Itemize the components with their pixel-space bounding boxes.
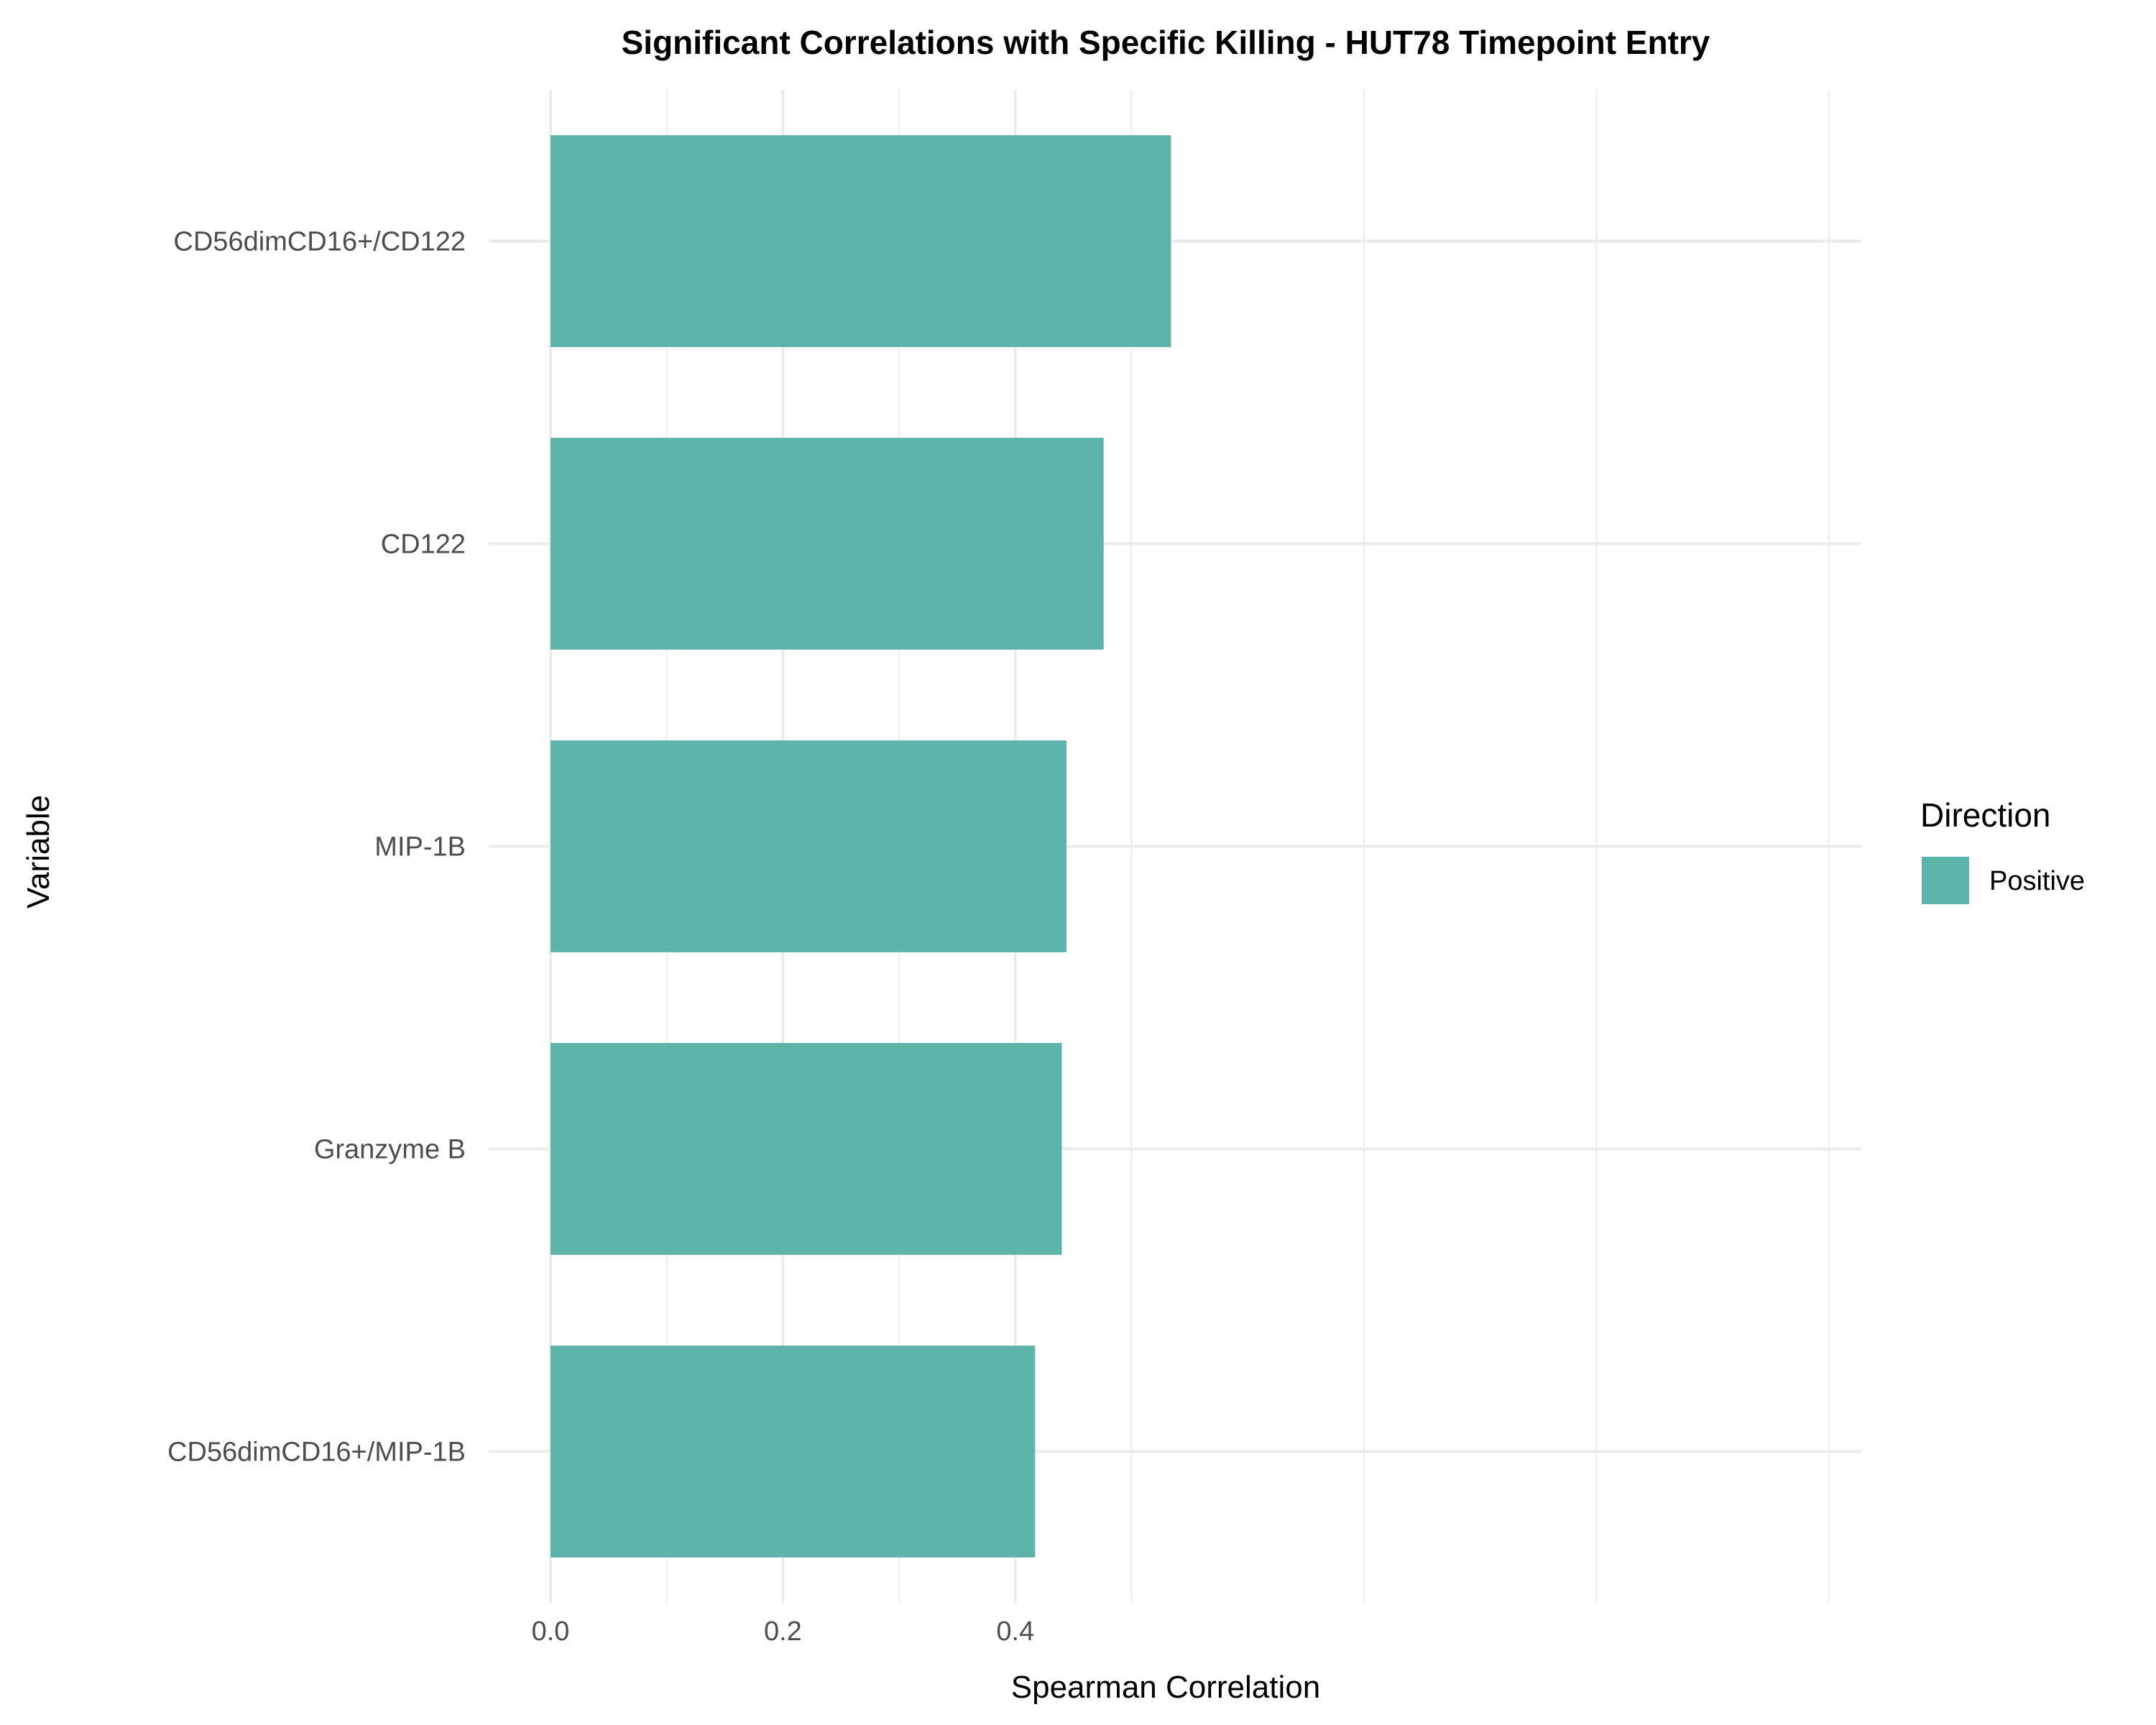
legend-title: Direction [1920, 796, 2051, 834]
legend: Direction Positive [1920, 796, 2085, 904]
bar-cd56dimcd16-mip-1b [550, 1346, 1036, 1558]
bar-cd122 [550, 438, 1104, 650]
y-tick-label: MIP-1B [374, 832, 466, 862]
bar-cd56dimcd16-cd122 [550, 135, 1171, 347]
bars [550, 135, 1171, 1558]
legend-label-positive: Positive [1989, 866, 2085, 896]
bar-granzyme-b [550, 1043, 1062, 1255]
x-tick-label: 0.4 [996, 1616, 1034, 1647]
x-tick-label: 0.2 [764, 1616, 802, 1647]
y-tick-label: Granzyme B [314, 1135, 466, 1165]
x-axis-title: Spearman Correlation [1011, 1670, 1320, 1705]
y-tick-label: CD56dimCD16+/CD122 [173, 227, 466, 257]
y-tick-label: CD122 [381, 530, 466, 560]
x-axis-ticks: 0.0 0.2 0.4 [532, 1616, 1035, 1647]
bar-mip-1b [550, 740, 1067, 952]
y-tick-label: CD56dimCD16+/MIP-1B [167, 1438, 466, 1468]
legend-key-positive [1922, 857, 1969, 904]
chart-title: Significant Correlations with Specific K… [622, 24, 1710, 61]
x-tick-label: 0.0 [532, 1616, 570, 1647]
y-axis-title: Variable [21, 795, 56, 908]
y-axis-ticks: CD56dimCD16+/CD122 CD122 MIP-1B Granzyme B C… [167, 227, 466, 1468]
